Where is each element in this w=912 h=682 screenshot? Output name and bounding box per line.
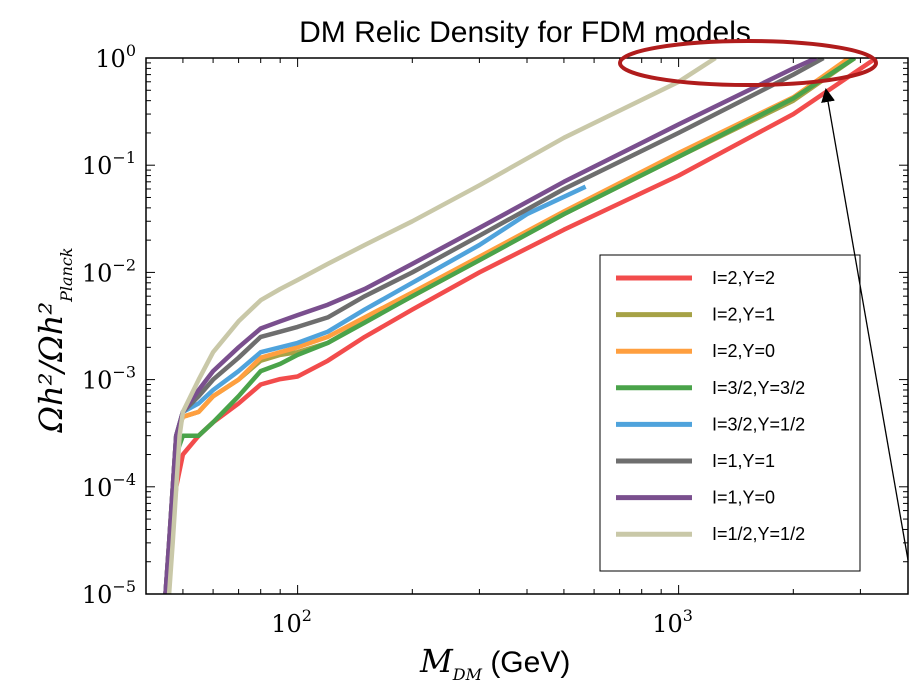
ticks-layer: 102 103 100 10−1 10−2 10−3 10−4 10−5 — [82, 41, 909, 638]
x-tick-label: 103 — [652, 606, 693, 638]
legend-label: I=2,Y=1 — [712, 305, 775, 325]
y-axis-label: Ωh²/Ωh²Planck — [32, 247, 76, 433]
legend-label: I=1,Y=1 — [712, 451, 775, 471]
annotation-arrow — [821, 88, 909, 561]
series-line-4 — [163, 184, 587, 594]
series-line-7 — [166, 58, 717, 594]
y-tick-label: 10−2 — [82, 255, 136, 287]
legend-label: I=1/2,Y=1/2 — [712, 524, 805, 544]
legend-label: I=3/2,Y=1/2 — [712, 414, 805, 434]
legend-label: I=3/2,Y=3/2 — [712, 378, 805, 398]
series-line-0 — [163, 58, 878, 594]
legend-box — [599, 254, 861, 572]
svg-text:MDM (GeV): MDM (GeV) — [419, 642, 570, 682]
legend: I=2,Y=2 I=2,Y=1 I=2,Y=0 I=3/2,Y=3/2 I=3/2,Y=… — [599, 254, 861, 572]
y-tick-label: 10−3 — [82, 363, 136, 395]
legend-label: I=2,Y=2 — [712, 268, 775, 288]
series-layer — [163, 58, 878, 594]
series-line-3 — [163, 58, 857, 594]
y-tick-label: 10−4 — [82, 470, 136, 502]
y-tick-label: 10−5 — [82, 577, 136, 609]
y-tick-label: 100 — [95, 41, 136, 73]
legend-label: I=1,Y=0 — [712, 488, 775, 508]
x-axis-label: MDM (GeV) — [419, 642, 570, 682]
x-tick-label: 102 — [271, 606, 312, 638]
y-tick-label: 10−1 — [82, 148, 136, 180]
svg-text:Ωh²/Ωh²Planck: Ωh²/Ωh²Planck — [32, 247, 76, 433]
highlight-ellipse — [618, 39, 878, 87]
legend-label: I=2,Y=0 — [712, 341, 775, 361]
